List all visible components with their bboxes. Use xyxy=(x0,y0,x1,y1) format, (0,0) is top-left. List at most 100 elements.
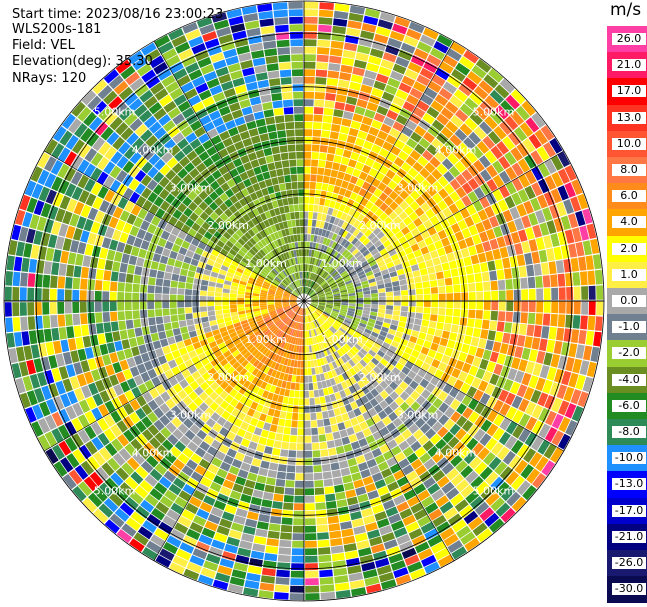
range-gate-cell xyxy=(345,223,353,232)
range-gate-cell xyxy=(239,260,248,268)
range-gate-cell xyxy=(241,274,250,280)
range-gate-cell xyxy=(293,360,298,368)
range-gate-cell xyxy=(539,365,550,379)
range-gate-cell xyxy=(311,322,315,329)
range-gate-cell xyxy=(141,403,153,416)
range-gate-cell xyxy=(499,466,514,481)
range-gate-cell xyxy=(326,303,334,306)
range-gate-cell xyxy=(122,222,133,234)
range-gate-cell xyxy=(287,144,296,152)
range-gate-cell xyxy=(448,166,461,178)
range-gate-cell xyxy=(177,100,191,113)
range-gate-cell xyxy=(379,202,389,212)
range-gate-cell xyxy=(184,301,192,308)
range-gate-cell xyxy=(473,126,487,140)
range-gate-cell xyxy=(220,330,229,338)
range-gate-cell xyxy=(371,297,379,301)
range-gate-cell xyxy=(422,313,431,321)
range-gate-cell xyxy=(405,396,415,407)
range-gate-cell xyxy=(365,325,374,331)
range-gate-cell xyxy=(140,220,150,231)
range-gate-cell xyxy=(243,351,251,359)
range-gate-cell xyxy=(271,417,280,425)
range-gate-cell xyxy=(233,418,243,428)
range-gate-cell xyxy=(222,309,230,314)
range-gate-cell xyxy=(364,576,380,587)
range-gate-cell xyxy=(338,164,348,173)
range-gate-cell xyxy=(364,109,376,119)
range-gate-cell xyxy=(252,339,260,346)
range-gate-cell xyxy=(64,437,78,452)
range-gate-cell xyxy=(147,223,157,234)
range-gate-cell xyxy=(478,80,494,94)
range-gate-cell xyxy=(258,590,274,599)
range-gate-cell xyxy=(249,417,259,427)
range-gate-cell xyxy=(517,158,531,173)
range-gate-cell xyxy=(317,167,325,175)
range-gate-cell xyxy=(375,320,383,326)
range-gate-cell xyxy=(249,96,262,106)
range-gate-cell xyxy=(430,314,438,322)
range-gate-cell xyxy=(188,401,198,412)
range-gate-cell xyxy=(200,236,210,245)
range-gate-cell xyxy=(280,77,292,85)
range-gate-cell xyxy=(444,277,453,286)
range-gate-cell xyxy=(390,253,400,261)
range-gate-cell xyxy=(275,295,282,298)
range-gate-cell xyxy=(257,79,270,89)
range-gate-cell xyxy=(265,349,272,357)
range-gate-cell xyxy=(44,431,58,447)
range-gate-cell xyxy=(209,391,219,401)
range-gate-cell xyxy=(193,317,202,325)
range-gate-cell xyxy=(245,292,253,296)
range-gate-cell xyxy=(317,381,323,390)
range-gate-cell xyxy=(233,274,241,281)
range-gate-cell xyxy=(304,308,307,316)
range-gate-cell xyxy=(465,150,478,164)
azimuth-spoke xyxy=(153,300,305,561)
range-gate-cell xyxy=(458,446,471,459)
range-gate-cell xyxy=(258,436,268,446)
range-gate-cell xyxy=(207,226,217,235)
range-gate-cell xyxy=(271,508,282,517)
range-gate-cell xyxy=(313,465,322,473)
range-gate-cell xyxy=(190,120,202,132)
range-gate-cell xyxy=(26,228,36,244)
range-gate-cell xyxy=(468,301,476,310)
range-gate-cell xyxy=(432,257,441,266)
range-gate-cell xyxy=(311,313,316,320)
range-gate-cell xyxy=(327,277,334,284)
range-gate-cell xyxy=(177,307,185,315)
range-gate-cell xyxy=(510,89,526,105)
range-gate-cell xyxy=(473,389,484,402)
range-gate-cell xyxy=(497,446,510,461)
elevation-label: Elevation(deg): 35.30 xyxy=(12,54,153,69)
range-gate-cell xyxy=(201,371,211,381)
range-gate-cell xyxy=(328,240,335,248)
range-gate-cell xyxy=(352,365,361,373)
range-gate-cell xyxy=(277,199,284,207)
range-gate-cell xyxy=(314,266,319,274)
range-gate-cell xyxy=(413,344,423,353)
range-gate-cell xyxy=(394,452,406,463)
range-gate-cell xyxy=(345,361,353,370)
field-label: Field: VEL xyxy=(12,38,75,53)
range-gate-cell xyxy=(348,572,364,582)
range-gate-cell xyxy=(323,387,329,396)
range-gate-cell xyxy=(329,316,336,321)
range-gate-cell xyxy=(301,323,303,331)
range-gate-cell xyxy=(401,366,411,376)
range-ring-label: 3.00km xyxy=(170,181,212,194)
range-gate-cell xyxy=(315,84,326,93)
range-gate-cell xyxy=(283,305,290,309)
range-gate-cell xyxy=(173,458,185,471)
range-gate-cell xyxy=(373,550,388,561)
range-gate-cell xyxy=(142,391,153,403)
range-gate-cell xyxy=(290,174,298,182)
range-gate-cell xyxy=(214,141,225,152)
range-gate-cell xyxy=(413,483,427,495)
range-gate-cell xyxy=(133,274,141,284)
range-gate-cell xyxy=(199,290,207,296)
range-gate-cell xyxy=(449,423,461,436)
range-gate-cell xyxy=(428,273,437,281)
